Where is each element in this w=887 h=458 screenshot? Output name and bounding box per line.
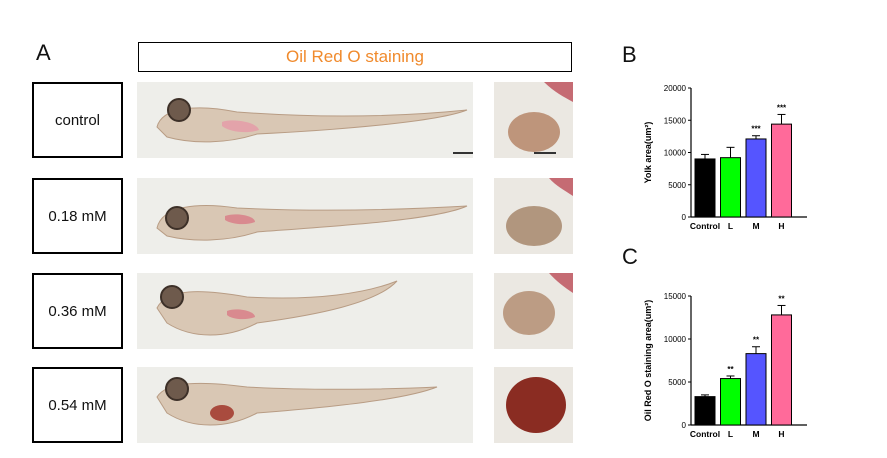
x-tick-label: Control <box>690 221 720 231</box>
oil-red-o-area-chart: Oil Red O staining area(um²) 0 5000 10000 15… <box>643 292 807 439</box>
panel-b-letter: B <box>622 42 637 67</box>
bar-l <box>720 157 741 218</box>
y-tick-label: 15000 <box>664 116 687 125</box>
bar-control <box>694 158 716 218</box>
row-label-0-36mm: 0.36 mM <box>32 273 123 349</box>
y-tick-label: 10000 <box>664 335 687 344</box>
panel-c-letter: C <box>622 244 638 269</box>
larva-image-0-36mm <box>137 273 473 349</box>
row-label-0-54mm: 0.54 mM <box>32 367 123 443</box>
x-tick-label: M <box>752 221 759 231</box>
y-tick-label: 10000 <box>664 149 687 158</box>
bar-h <box>771 314 792 426</box>
y-tick-label: 15000 <box>664 292 687 301</box>
bar-h <box>771 123 792 218</box>
yolk-zoom-0-54mm <box>494 367 573 443</box>
x-tick-label: H <box>778 429 784 439</box>
row-label-control: control <box>32 82 123 158</box>
y-tick-label: 0 <box>682 421 687 430</box>
yolk-zoom-0-36mm <box>494 273 573 349</box>
y-axis-label: Yolk area(um²) <box>643 122 653 184</box>
x-tick-label: M <box>752 429 759 439</box>
y-axis-label: Oil Red O staining area(um²) <box>643 300 653 422</box>
x-tick-label: L <box>728 429 733 439</box>
significance-mark: ** <box>727 365 734 374</box>
y-tick-label: 0 <box>682 213 687 222</box>
x-tick-label: L <box>728 221 733 231</box>
y-tick-label: 20000 <box>664 84 687 93</box>
yolk-area-chart: Yolk area(um²) 0 5000 10000 15000 20000 Contro… <box>643 84 807 231</box>
larva-image-0-18mm <box>137 178 473 254</box>
bar-control <box>694 396 716 426</box>
row-label-0-18mm: 0.18 mM <box>32 178 123 254</box>
significance-mark: *** <box>777 103 787 112</box>
significance-mark: ** <box>778 294 785 303</box>
panel-a-letter: A <box>36 40 51 65</box>
larva-image-control <box>137 82 473 158</box>
larva-image-0-54mm <box>137 367 473 443</box>
x-tick-label: Control <box>690 429 720 439</box>
scale-bar <box>453 152 473 154</box>
y-tick-label: 5000 <box>668 378 686 387</box>
bar-m <box>745 138 767 218</box>
zoom-scale-bar <box>534 152 556 154</box>
bar-m <box>745 353 767 426</box>
yolk-zoom-control <box>494 82 573 158</box>
yolk-zoom-0-18mm <box>494 178 573 254</box>
significance-mark: ** <box>753 336 760 345</box>
bar-l <box>720 378 741 426</box>
y-tick-label: 5000 <box>668 181 686 190</box>
significance-mark: *** <box>751 125 761 134</box>
staining-title: Oil Red O staining <box>138 42 572 72</box>
x-tick-label: H <box>778 221 784 231</box>
